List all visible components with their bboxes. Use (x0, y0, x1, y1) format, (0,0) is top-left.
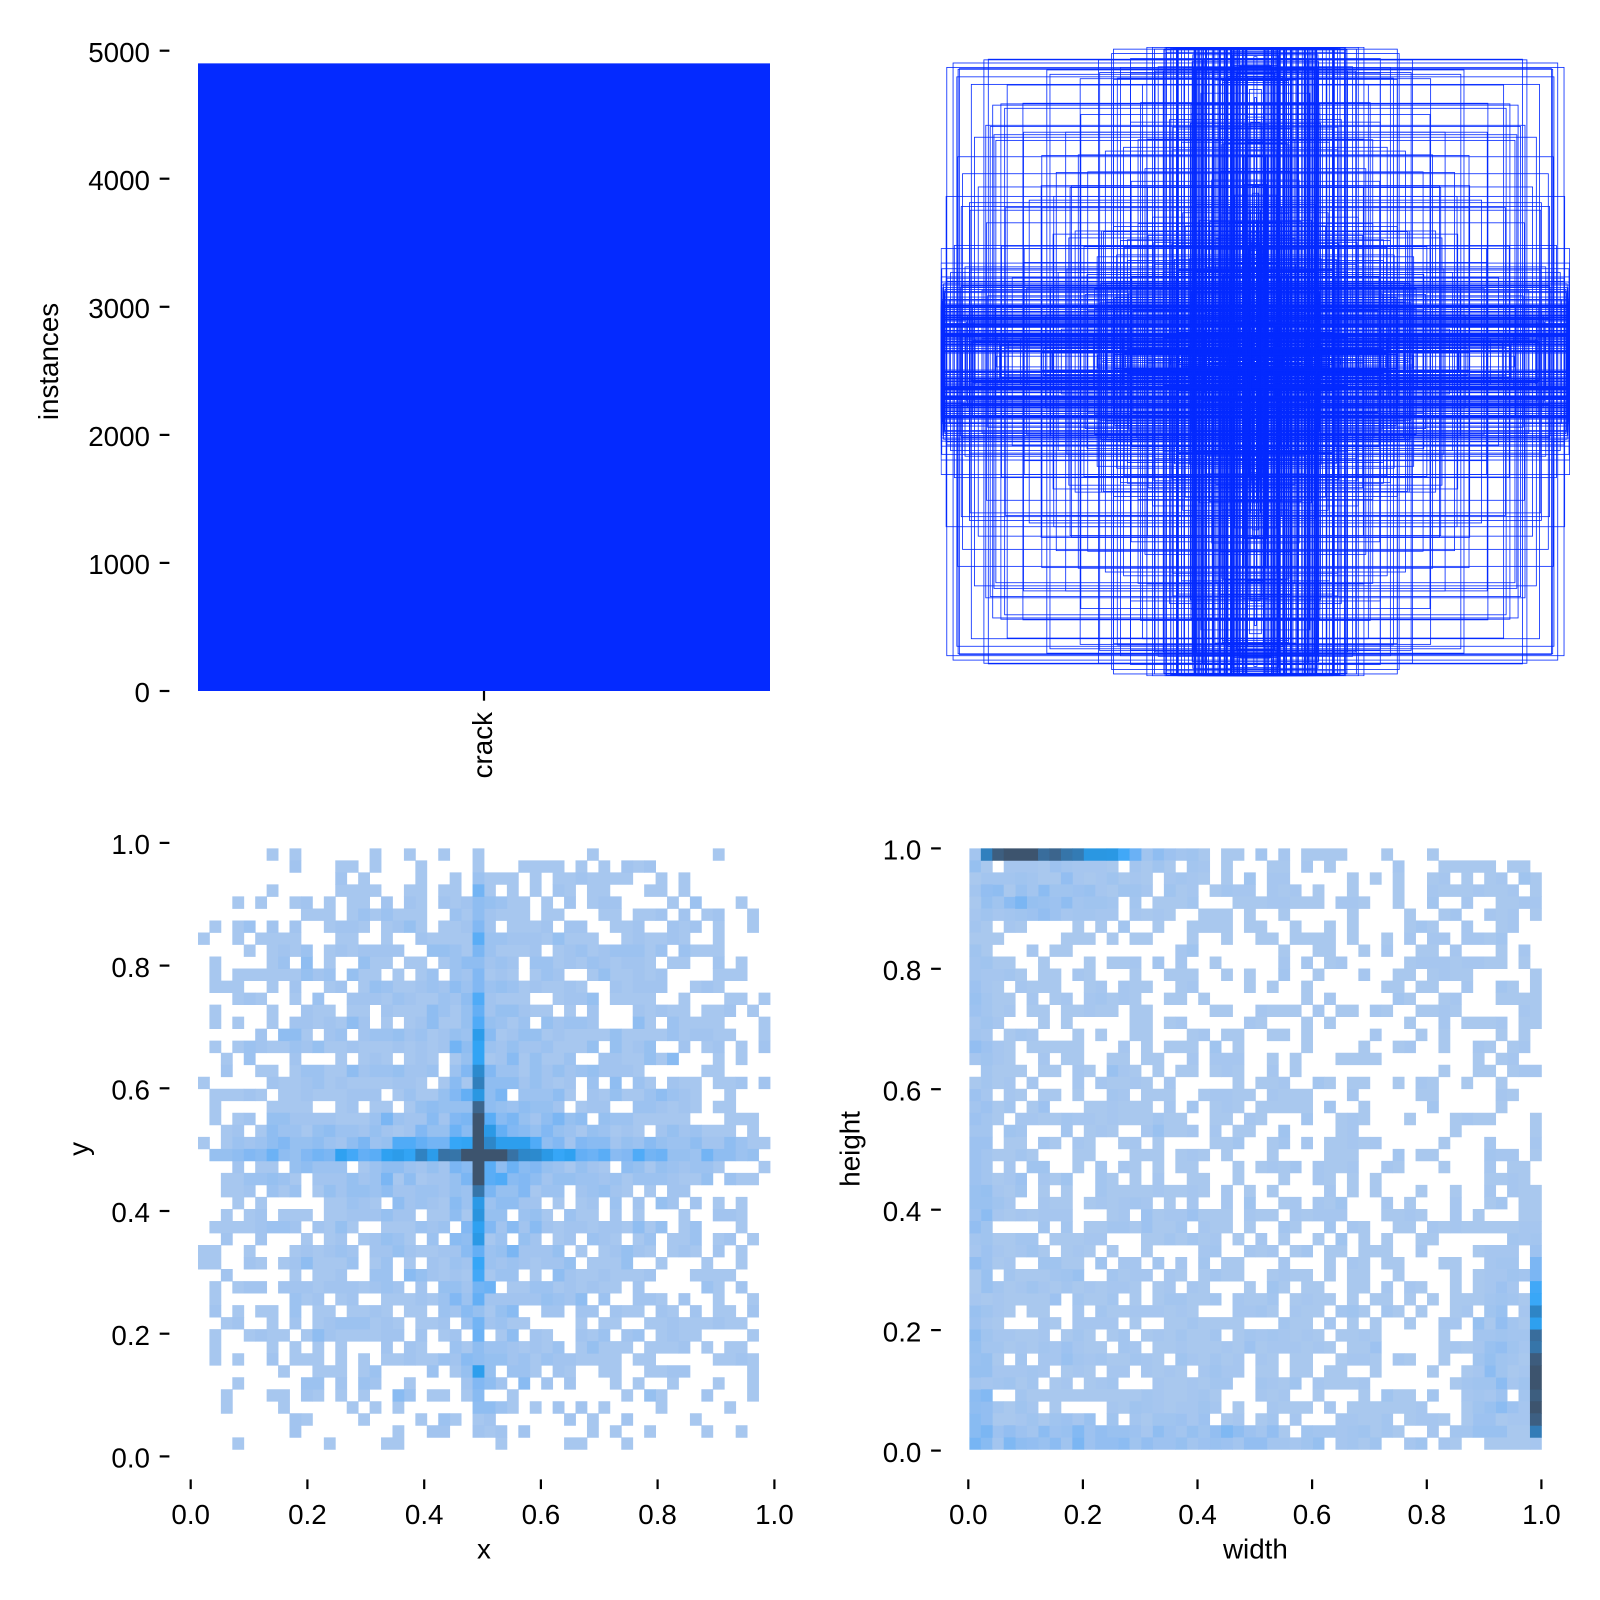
svg-text:0.4: 0.4 (405, 1499, 444, 1530)
svg-text:crack: crack (467, 712, 498, 778)
svg-text:0.4: 0.4 (111, 1197, 150, 1228)
svg-text:1.0: 1.0 (111, 829, 150, 860)
svg-text:3000: 3000 (88, 293, 150, 324)
svg-text:0.6: 0.6 (111, 1075, 150, 1106)
svg-text:0.0: 0.0 (949, 1499, 988, 1530)
svg-text:0.2: 0.2 (883, 1316, 922, 1347)
svg-text:0.2: 0.2 (288, 1499, 327, 1530)
svg-text:height: height (835, 1111, 866, 1187)
svg-text:y: y (63, 1142, 94, 1156)
svg-text:2000: 2000 (88, 421, 150, 452)
svg-text:5000: 5000 (88, 37, 150, 68)
svg-text:0.2: 0.2 (1064, 1499, 1103, 1530)
svg-text:0.0: 0.0 (883, 1437, 922, 1468)
svg-text:4000: 4000 (88, 165, 150, 196)
svg-text:x: x (477, 1534, 491, 1565)
svg-text:0: 0 (135, 677, 150, 708)
svg-text:instances: instances (33, 303, 64, 420)
svg-text:1.0: 1.0 (883, 835, 922, 866)
svg-text:0.8: 0.8 (638, 1499, 677, 1530)
svg-text:0.2: 0.2 (111, 1320, 150, 1351)
svg-text:0.4: 0.4 (1178, 1499, 1217, 1530)
svg-text:0.8: 0.8 (1407, 1499, 1446, 1530)
svg-text:0.8: 0.8 (111, 952, 150, 983)
svg-text:1.0: 1.0 (1522, 1499, 1561, 1530)
svg-text:0.0: 0.0 (111, 1443, 150, 1474)
svg-text:0.4: 0.4 (883, 1196, 922, 1227)
svg-text:0.0: 0.0 (171, 1499, 210, 1530)
svg-text:1000: 1000 (88, 549, 150, 580)
svg-text:1.0: 1.0 (755, 1499, 794, 1530)
svg-text:0.6: 0.6 (883, 1075, 922, 1106)
svg-text:0.8: 0.8 (883, 955, 922, 986)
svg-text:0.6: 0.6 (1293, 1499, 1332, 1530)
svg-text:0.6: 0.6 (522, 1499, 561, 1530)
svg-text:width: width (1222, 1534, 1288, 1565)
